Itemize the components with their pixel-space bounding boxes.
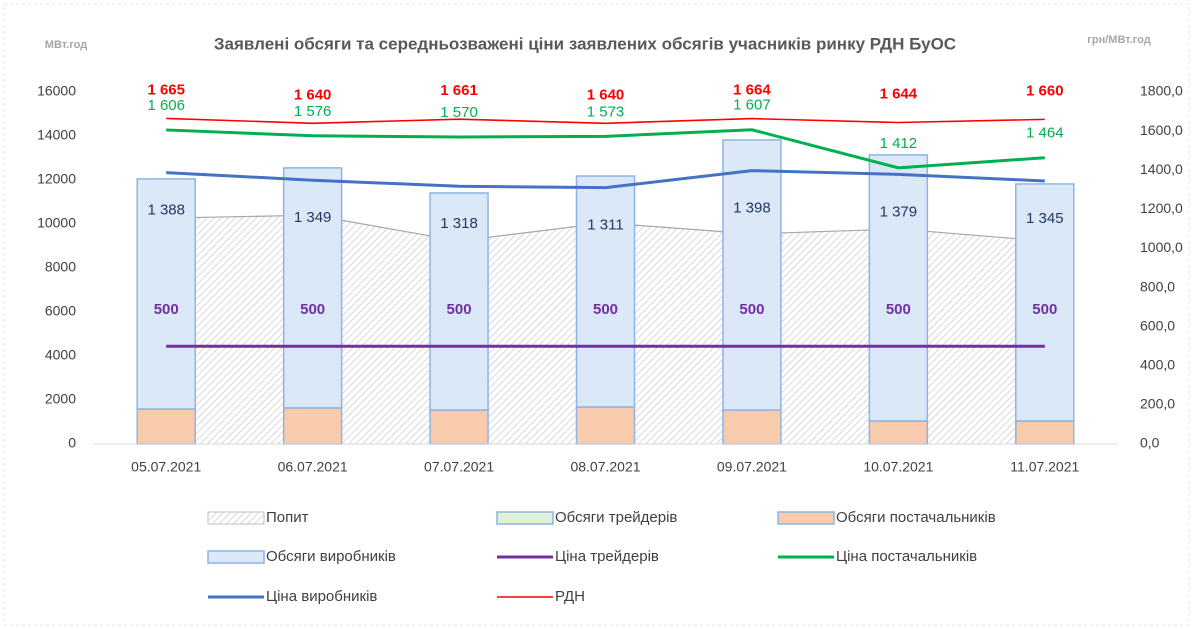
y2-tick-label: 1400,0 xyxy=(1140,161,1183,177)
y-tick-label: 12000 xyxy=(37,171,76,187)
legend-label: Ціна постачальників xyxy=(836,548,977,565)
data-label: 1 644 xyxy=(880,85,918,102)
line xyxy=(166,117,1045,125)
data-label: 500 xyxy=(154,301,179,318)
bar xyxy=(868,420,929,445)
legend-label: Обсяги трейдерів xyxy=(555,509,677,526)
bar xyxy=(1015,420,1075,445)
data-label: 1 640 xyxy=(587,86,625,103)
data-label: 1 379 xyxy=(880,203,918,220)
bar xyxy=(429,409,489,445)
bar xyxy=(429,192,489,411)
legend-swatch xyxy=(777,511,835,525)
y-axis-label: МВт.год xyxy=(45,39,87,51)
data-label: 1 661 xyxy=(440,82,478,99)
data-label: 1 349 xyxy=(294,209,332,226)
y-tick-label: 10000 xyxy=(37,215,76,231)
data-label: 1 660 xyxy=(1026,82,1064,99)
data-label: 1 318 xyxy=(440,215,478,232)
bar xyxy=(868,154,929,422)
data-label: 1 664 xyxy=(733,82,771,99)
x-tick-label: 07.07.2021 xyxy=(424,459,494,475)
y2-tick-label: 400,0 xyxy=(1140,356,1175,372)
legend-label: Попит xyxy=(266,509,309,526)
x-tick-label: 09.07.2021 xyxy=(717,459,787,475)
y-tick-label: 14000 xyxy=(37,127,76,143)
x-tick-label: 11.07.2021 xyxy=(1010,459,1079,475)
y-tick-label: 8000 xyxy=(45,259,76,275)
y-tick-label: 0 xyxy=(68,435,76,451)
y2-tick-label: 200,0 xyxy=(1140,396,1175,412)
y-tick-label: 2000 xyxy=(45,391,76,407)
data-label: 500 xyxy=(886,301,911,318)
data-label: 1 665 xyxy=(147,81,185,98)
data-label: 1 640 xyxy=(294,86,332,103)
bar xyxy=(575,406,636,445)
x-tick-label: 10.07.2021 xyxy=(863,459,933,475)
y-tick-label: 16000 xyxy=(37,83,76,99)
bar xyxy=(722,409,782,445)
legend-label: РДН xyxy=(555,588,585,605)
data-label: 1 576 xyxy=(294,103,332,120)
y-tick-label: 6000 xyxy=(45,303,76,319)
x-tick-label: 05.07.2021 xyxy=(131,459,201,475)
data-label: 1 388 xyxy=(147,202,185,219)
y2-tick-label: 800,0 xyxy=(1140,278,1175,294)
data-label: 1 311 xyxy=(587,217,623,234)
data-label: 500 xyxy=(300,301,325,318)
bar xyxy=(282,407,343,445)
legend-swatch xyxy=(207,550,265,564)
line xyxy=(166,169,1045,190)
y2-tick-label: 1200,0 xyxy=(1140,200,1183,216)
line xyxy=(166,128,1045,170)
data-label: 500 xyxy=(739,301,764,318)
chart-title: Заявлені обсяги та середньозважені ціни … xyxy=(214,34,956,53)
data-label: 1 398 xyxy=(733,200,771,217)
data-label: 1 345 xyxy=(1026,210,1064,227)
y-tick-label: 4000 xyxy=(45,347,76,363)
data-label: 500 xyxy=(1032,301,1057,318)
legend-label: Обсяги виробників xyxy=(266,548,396,565)
data-label: 1 573 xyxy=(587,103,625,120)
y2-tick-label: 600,0 xyxy=(1140,317,1175,333)
bar xyxy=(136,408,196,445)
x-tick-label: 06.07.2021 xyxy=(278,459,348,475)
legend-swatch xyxy=(207,511,265,525)
data-label: 1 412 xyxy=(880,135,918,152)
x-tick-label: 08.07.2021 xyxy=(570,459,640,475)
legend-label: Ціна трейдерів xyxy=(555,548,659,565)
y2-tick-label: 1800,0 xyxy=(1140,83,1183,99)
data-label: 1 570 xyxy=(440,104,478,121)
y2-tick-label: 1000,0 xyxy=(1140,239,1183,255)
data-label: 1 606 xyxy=(147,97,185,114)
data-label: 500 xyxy=(593,301,618,318)
data-label: 1 607 xyxy=(733,97,771,114)
bar xyxy=(1015,183,1075,422)
legend-label: Ціна виробників xyxy=(266,588,377,605)
legend-swatch xyxy=(496,511,554,525)
bar xyxy=(722,139,782,411)
y2-tick-label: 0,0 xyxy=(1140,435,1160,451)
bar xyxy=(136,178,196,410)
data-label: 500 xyxy=(447,301,472,318)
data-label: 1 464 xyxy=(1026,125,1064,142)
y2-axis-label: грн/МВт.год xyxy=(1087,34,1150,46)
bar xyxy=(575,175,636,408)
bar xyxy=(282,167,343,409)
legend-label: Обсяги постачальників xyxy=(836,509,996,526)
y2-tick-label: 1600,0 xyxy=(1140,122,1183,138)
